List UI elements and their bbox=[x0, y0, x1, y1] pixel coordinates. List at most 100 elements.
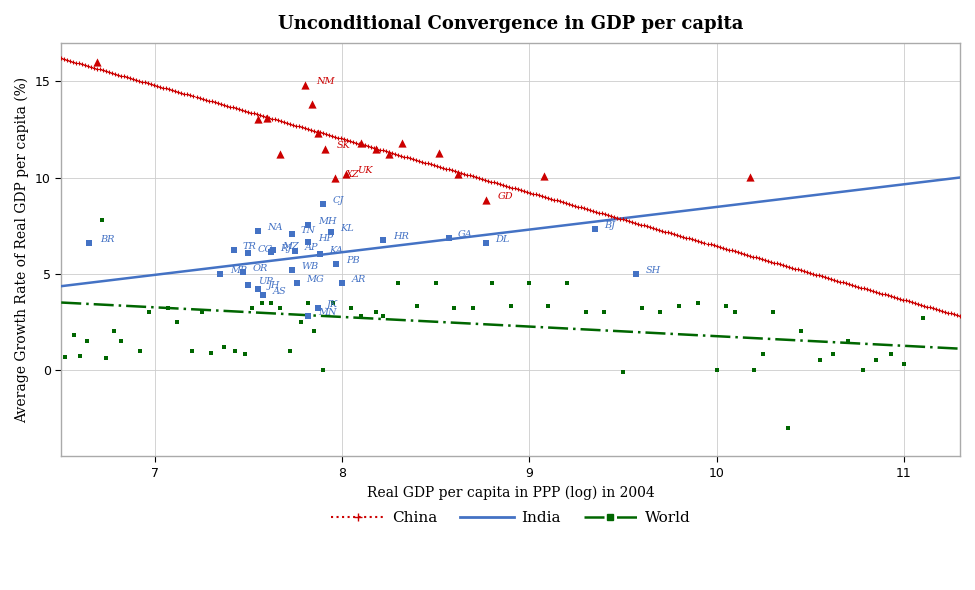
Point bbox=[896, 359, 912, 369]
Point bbox=[540, 301, 556, 311]
Point bbox=[793, 327, 808, 336]
Point bbox=[485, 278, 500, 288]
Point bbox=[160, 304, 176, 313]
Point bbox=[300, 298, 316, 307]
Point bbox=[719, 301, 734, 311]
Point bbox=[293, 317, 309, 326]
Point bbox=[756, 350, 771, 359]
Point bbox=[839, 336, 855, 346]
Text: HR: HR bbox=[393, 232, 409, 241]
Point bbox=[410, 301, 425, 311]
Point bbox=[390, 278, 406, 288]
Point bbox=[312, 250, 328, 259]
Point bbox=[522, 278, 537, 288]
Point bbox=[170, 317, 185, 326]
Text: AS: AS bbox=[273, 287, 287, 296]
Point bbox=[296, 80, 312, 90]
Point bbox=[98, 353, 114, 363]
Point bbox=[284, 265, 299, 274]
Point bbox=[310, 129, 326, 138]
Point bbox=[284, 230, 299, 239]
Point bbox=[536, 171, 552, 181]
Text: WB: WB bbox=[301, 262, 318, 271]
Point bbox=[263, 298, 279, 307]
Point bbox=[300, 312, 316, 321]
Point bbox=[265, 245, 281, 254]
Point bbox=[578, 307, 594, 317]
Text: MN: MN bbox=[318, 308, 336, 317]
Point bbox=[428, 278, 444, 288]
Text: BR: BR bbox=[100, 235, 115, 244]
Point bbox=[245, 304, 260, 313]
Point bbox=[235, 267, 251, 277]
Point bbox=[353, 138, 369, 148]
Point bbox=[254, 298, 269, 307]
Point bbox=[597, 307, 612, 317]
Point bbox=[375, 235, 391, 245]
Point bbox=[255, 290, 271, 300]
Point bbox=[282, 346, 297, 355]
Point bbox=[334, 278, 350, 288]
Point bbox=[450, 169, 466, 178]
Point bbox=[203, 348, 218, 358]
Point bbox=[272, 150, 288, 159]
Point bbox=[227, 346, 243, 355]
Point bbox=[915, 313, 930, 323]
Point bbox=[765, 307, 781, 317]
Point bbox=[634, 304, 649, 313]
Text: GD: GD bbox=[497, 192, 513, 201]
Point bbox=[368, 144, 383, 153]
Text: PB: PB bbox=[346, 256, 360, 265]
Point bbox=[652, 307, 668, 317]
Point bbox=[306, 327, 322, 336]
Point bbox=[316, 200, 332, 209]
Point bbox=[304, 100, 320, 109]
X-axis label: Real GDP per capita in PPP (log) in 2004: Real GDP per capita in PPP (log) in 2004 bbox=[367, 486, 654, 500]
Point bbox=[432, 148, 448, 157]
Point bbox=[113, 336, 129, 346]
Point bbox=[89, 57, 104, 67]
Point bbox=[812, 356, 828, 365]
Point bbox=[615, 367, 631, 376]
Point bbox=[883, 350, 899, 359]
Point bbox=[72, 352, 88, 361]
Point bbox=[316, 365, 332, 375]
Text: OR: OR bbox=[253, 264, 267, 273]
Point bbox=[250, 114, 265, 123]
Text: AR: AR bbox=[351, 276, 366, 284]
Title: Unconditional Convergence in GDP per capita: Unconditional Convergence in GDP per cap… bbox=[278, 15, 743, 33]
Point bbox=[780, 423, 796, 432]
Point bbox=[310, 304, 326, 313]
Point bbox=[338, 169, 354, 178]
Text: SK: SK bbox=[336, 140, 350, 150]
Point bbox=[241, 280, 256, 290]
Point bbox=[628, 269, 644, 278]
Point bbox=[225, 245, 241, 254]
Text: GA: GA bbox=[458, 230, 473, 239]
Point bbox=[213, 269, 228, 278]
Text: JK: JK bbox=[328, 300, 338, 309]
Point bbox=[290, 278, 305, 288]
Text: TN: TN bbox=[301, 227, 316, 235]
Point bbox=[58, 353, 73, 362]
Text: KL: KL bbox=[340, 224, 354, 234]
Text: DL: DL bbox=[495, 235, 510, 244]
Legend: China, India, World: China, India, World bbox=[325, 505, 696, 532]
Point bbox=[368, 307, 383, 317]
Text: MP: MP bbox=[230, 266, 247, 275]
Text: NM: NM bbox=[316, 77, 334, 86]
Point bbox=[288, 246, 303, 255]
Point bbox=[132, 346, 147, 355]
Point bbox=[465, 304, 481, 313]
Text: NA: NA bbox=[267, 224, 283, 232]
Point bbox=[868, 356, 883, 365]
Text: CJ: CJ bbox=[332, 196, 344, 205]
Text: CG: CG bbox=[257, 245, 273, 254]
Point bbox=[272, 304, 288, 313]
Text: SH: SH bbox=[645, 266, 660, 275]
Point bbox=[300, 237, 316, 247]
Text: XZ: XZ bbox=[346, 169, 360, 179]
Point bbox=[318, 144, 333, 153]
Point bbox=[323, 228, 338, 237]
Point bbox=[746, 365, 761, 375]
